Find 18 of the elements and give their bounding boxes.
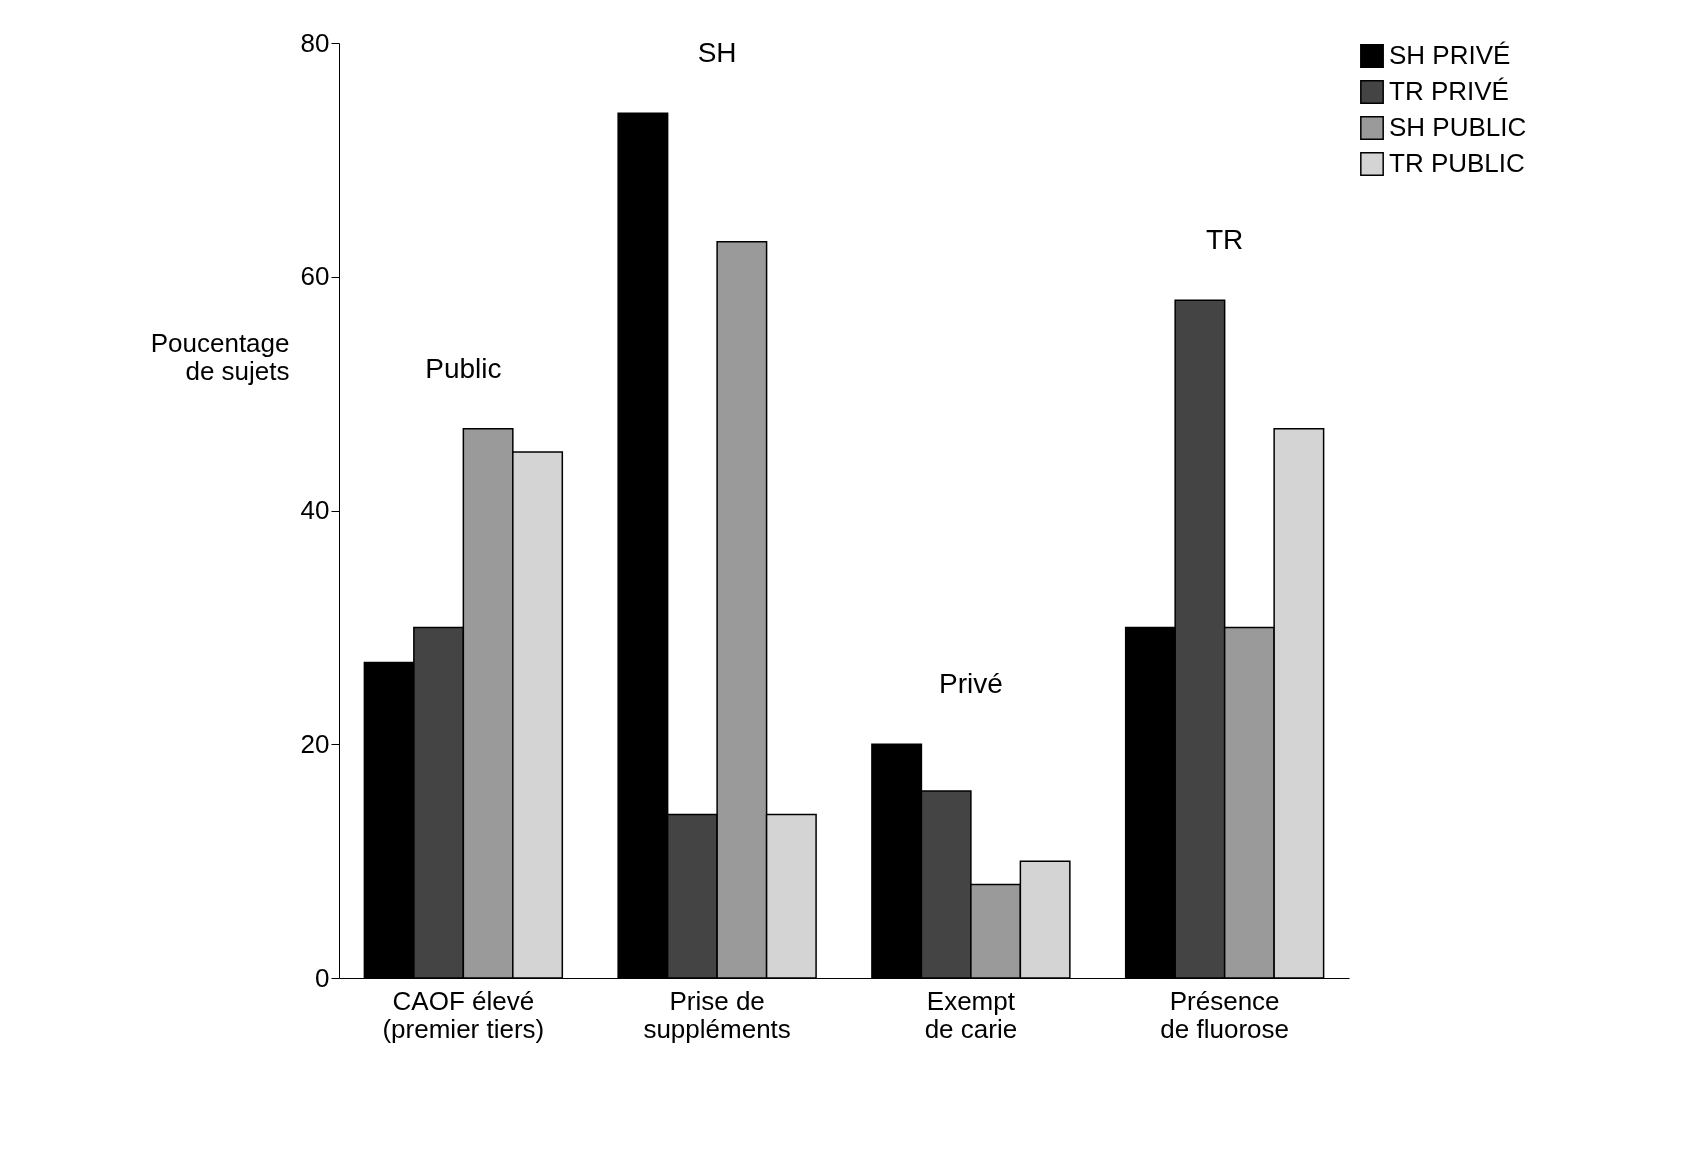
y-tick-label: 80: [300, 27, 330, 58]
x-tick-label: Présence de fluorose: [1160, 985, 1289, 1044]
legend-label: TR PRIVÉ: [1389, 76, 1509, 106]
legend-label: SH PUBLIC: [1389, 112, 1527, 142]
annotation: Public: [425, 352, 502, 384]
x-tick-label: Exempt de carie: [924, 985, 1018, 1044]
y-tick-label: 60: [300, 261, 330, 292]
x-tick-label: CAOF élevé (premier tiers): [382, 985, 545, 1044]
annotation: TR: [1205, 224, 1244, 256]
y-tick-label: 20: [300, 728, 330, 759]
legend-label: TR PUBLIC: [1389, 148, 1525, 178]
y-axis-title: Poucentage de sujets: [150, 327, 290, 386]
legend-label: SH PRIVÉ: [1389, 40, 1511, 70]
y-tick-label: 40: [300, 495, 330, 525]
annotation: Privé: [938, 668, 1003, 700]
x-tick-label: Prise de suppléments: [643, 985, 791, 1044]
y-tick-label: 0: [315, 962, 330, 993]
annotation: SH: [697, 37, 737, 69]
